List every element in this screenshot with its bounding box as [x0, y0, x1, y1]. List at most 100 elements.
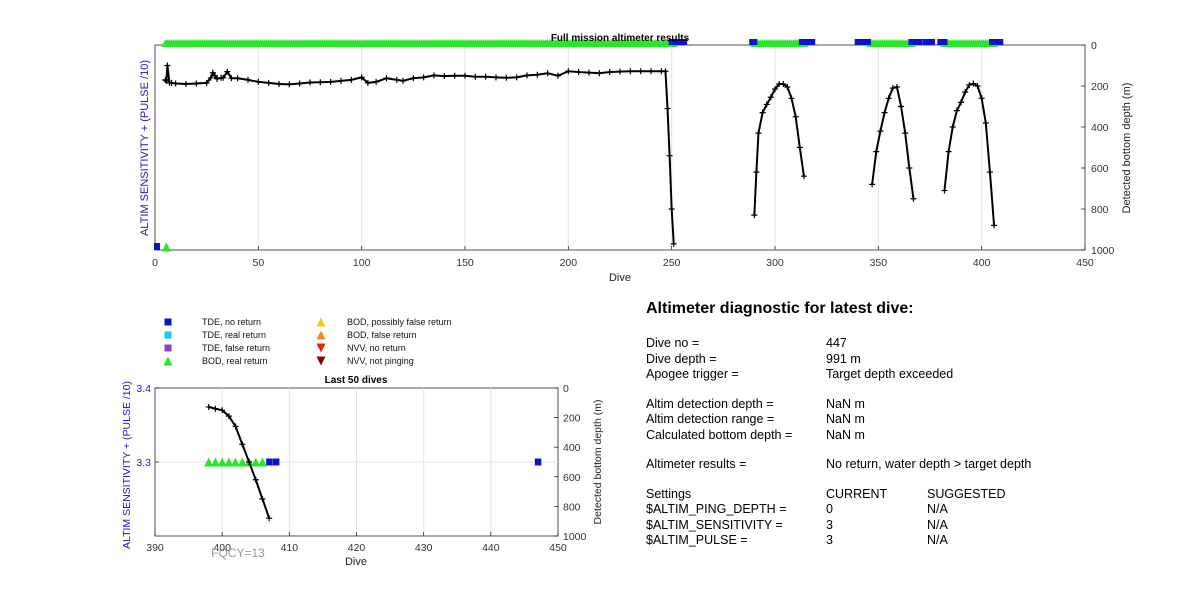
depth-point: [410, 75, 417, 82]
results-value: No return, water depth > target depth: [826, 457, 1032, 471]
depth-point: [214, 75, 220, 82]
bottom-x-tick-label: 390: [146, 542, 164, 554]
depth-point: [662, 68, 669, 75]
dive-no-value: 447: [826, 336, 847, 350]
depth-point: [252, 476, 259, 483]
results-row: Altimeter results = No return, water dept…: [646, 457, 1186, 473]
apogee-row: Apogee trigger = Target depth exceeded: [646, 367, 1186, 383]
depth-point: [606, 69, 613, 76]
top-chart-title: Full mission altimeter results: [551, 33, 690, 44]
depth-point: [246, 459, 253, 465]
depth-point: [586, 69, 592, 76]
depth-point: [784, 84, 791, 91]
bod-real-return-marker: [237, 457, 247, 467]
legend-label: TDE, no return: [202, 317, 261, 327]
depth-point: [962, 89, 969, 96]
depth-point: [637, 68, 644, 75]
depth-point: [203, 79, 210, 86]
legend-label: TDE, false return: [202, 343, 270, 353]
depth-point: [462, 72, 468, 79]
depth-point: [772, 86, 778, 93]
depth-point: [493, 74, 499, 81]
det-range-value: NaN m: [826, 412, 865, 426]
dive-no-label: Dive no =: [646, 336, 700, 350]
setting-name: $ALTIM_PING_DEPTH =: [646, 502, 787, 516]
depth-point: [317, 79, 324, 86]
top-left-axis-label: ALTIM SENSITIVITY + (PULSE /10): [139, 60, 151, 236]
top-marks: [154, 39, 1004, 252]
tde-no-return-marker: [681, 39, 688, 45]
top-x-tick-label: 450: [1076, 257, 1094, 269]
tde-no-return-marker: [751, 39, 758, 45]
setting-name: $ALTIM_SENSITIVITY =: [646, 517, 783, 532]
depth-point: [889, 85, 896, 92]
depth-point: [373, 78, 380, 85]
top-y-tick-label: 600: [1091, 163, 1109, 175]
top-y-tick-label: 800: [1091, 204, 1109, 216]
calc-depth-value: NaN m: [826, 427, 865, 442]
tde-no-return-marker: [154, 243, 160, 250]
bottom-marks: [204, 403, 542, 522]
depth-point: [383, 75, 390, 82]
top-x-tick-label: 350: [870, 257, 888, 269]
top-x-tick-label: 150: [456, 257, 474, 269]
depth-point: [877, 128, 884, 135]
depth-point: [986, 169, 993, 176]
depth-point: [296, 80, 303, 87]
depth-point: [228, 75, 235, 82]
depth-point: [953, 107, 960, 114]
apogee-label: Apogee trigger =: [646, 367, 739, 381]
depth-point: [183, 80, 189, 87]
depth-point: [266, 515, 273, 522]
setting-suggested: N/A: [927, 517, 948, 532]
dive-no-row: Dive no = 447: [646, 336, 1186, 352]
setting-current: 3: [826, 533, 833, 547]
bottom-x-axis-label: Dive: [345, 556, 367, 568]
bottom-x-tick-label: 420: [348, 542, 366, 554]
depth-point: [670, 240, 677, 247]
depth-point: [209, 69, 216, 76]
depth-point: [664, 105, 671, 112]
legend-label: BOD, possibly false return: [347, 317, 452, 327]
bod-real-return-marker: [224, 457, 234, 467]
legend-label: TDE, real return: [202, 330, 266, 340]
tde-no-return-marker: [929, 39, 936, 45]
depth-point: [259, 496, 266, 502]
depth-point: [767, 94, 774, 101]
tde-no-return-marker: [809, 39, 816, 45]
bottom-x-tick-label: 410: [281, 542, 299, 554]
bottom-right-y-tick-label: 800: [563, 501, 581, 513]
det-range-row: Altim detection range = NaN m: [646, 412, 1186, 428]
bottom-y-ticks: 0 200 400 600 800 1000 3.4 3.3: [136, 383, 586, 543]
depth-point: [472, 73, 479, 80]
depth-point: [596, 70, 603, 77]
legend-triangle-marker: [163, 356, 173, 366]
settings-header-row: Settings CURRENT SUGGESTED: [646, 487, 1186, 503]
bottom-right-y-tick-label: 400: [563, 442, 581, 454]
setting-name: $ALTIM_PULSE =: [646, 533, 748, 547]
det-depth-row: Altim detection depth = NaN m: [646, 397, 1186, 413]
setting-current: 3: [826, 517, 833, 532]
legend-triangle-marker: [316, 356, 326, 366]
depth-point: [565, 68, 572, 75]
top-x-tick-label: 250: [663, 257, 681, 269]
setting-suggested: N/A: [927, 502, 948, 516]
legend-triangle-marker: [316, 317, 326, 327]
depth-point: [780, 80, 787, 87]
top-x-tick-label: 400: [973, 257, 991, 269]
depth-point: [881, 109, 888, 116]
depth-point: [970, 80, 977, 87]
depth-point: [941, 187, 948, 194]
depth-point: [205, 403, 212, 410]
depth-point: [400, 77, 406, 84]
depth-point: [364, 79, 371, 86]
bottom-x-tick-label: 430: [415, 542, 433, 554]
depth-point: [648, 68, 654, 75]
top-x-tick-label: 0: [152, 257, 158, 269]
depth-point: [869, 181, 876, 188]
depth-point: [211, 72, 218, 79]
setting-current: 0: [826, 502, 833, 516]
depth-point: [338, 77, 344, 84]
tde-no-return-marker: [916, 39, 923, 45]
